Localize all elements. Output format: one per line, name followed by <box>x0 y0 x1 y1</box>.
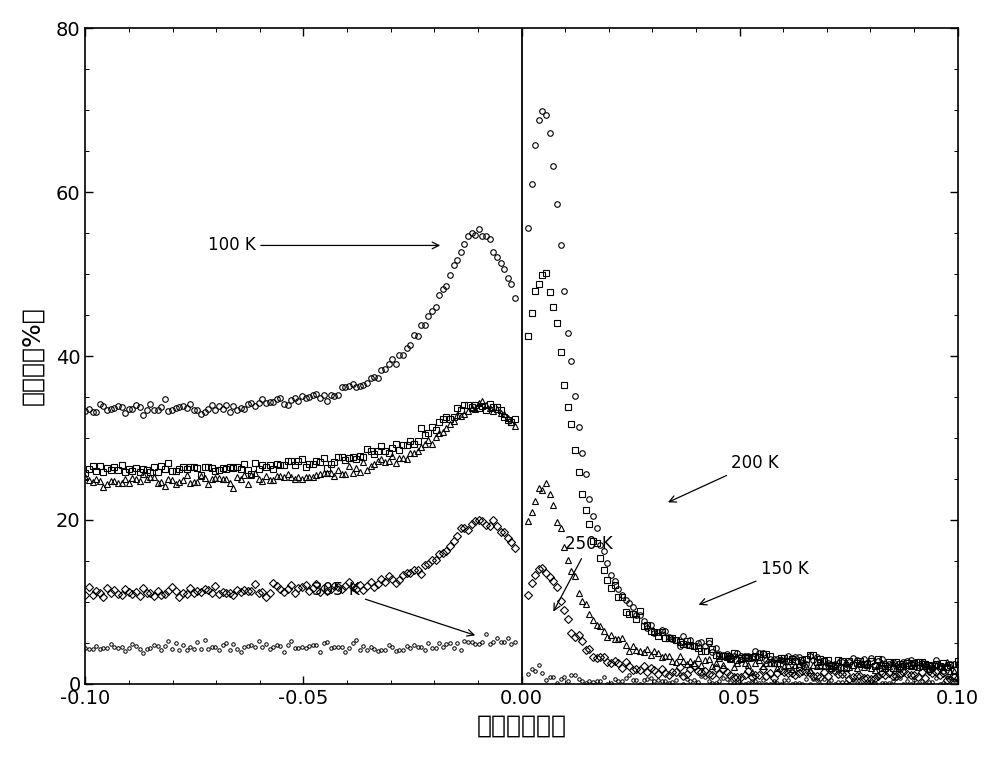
X-axis label: 电流（毫安）: 电流（毫安） <box>477 713 567 738</box>
Y-axis label: 磁电阵（%）: 磁电阵（%） <box>21 307 45 406</box>
Text: 305 K: 305 K <box>312 581 474 636</box>
Text: 250 K: 250 K <box>554 535 613 610</box>
Text: 200 K: 200 K <box>669 453 779 502</box>
Text: 150 K: 150 K <box>700 560 809 605</box>
Text: 100 K: 100 K <box>208 236 439 255</box>
